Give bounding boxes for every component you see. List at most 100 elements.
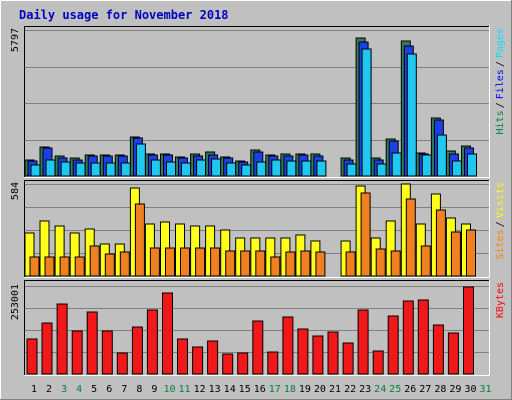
y-max-label: 5797 [10, 28, 21, 52]
bar-kbytes-day-12 [192, 346, 204, 375]
bar-sites-day-17 [270, 256, 281, 277]
day-label: 23 [359, 384, 371, 395]
bar-pages-day-6 [105, 162, 116, 177]
day-label: 25 [389, 384, 401, 395]
bar-pages-day-12 [196, 159, 207, 177]
day-label: 13 [209, 384, 221, 395]
day-label: 6 [106, 384, 112, 395]
bar-sites-day-28 [435, 209, 446, 277]
bar-sites-day-30 [466, 229, 476, 277]
bar-pages-day-13 [211, 158, 222, 177]
bar-pages-day-27 [421, 154, 432, 177]
bar-pages-day-3 [60, 161, 71, 177]
bar-pages-day-9 [150, 159, 161, 177]
legend-pages: Pages [495, 28, 506, 58]
bar-kbytes-day-16 [252, 320, 264, 375]
bar-kbytes-day-3 [56, 303, 68, 375]
bar-kbytes-day-8 [131, 326, 143, 375]
bar-sites-day-2 [44, 256, 55, 277]
bar-sites-day-15 [240, 250, 251, 277]
chart-panels: 5797 Pages / Files / Hits 584 Visits / Sites 25300… [10, 26, 506, 376]
bar-pages-day-2 [45, 159, 56, 177]
bar-kbytes-day-24 [372, 350, 384, 375]
bar-sites-day-22 [345, 251, 356, 277]
bar-pages-day-29 [451, 160, 462, 177]
bar-kbytes-day-25 [387, 315, 399, 375]
bar-kbytes-day-20 [312, 335, 324, 375]
bar-sites-day-4 [74, 256, 85, 277]
bar-sites-day-11 [180, 247, 190, 277]
bar-kbytes-day-19 [297, 328, 309, 375]
panel-2: 584 Visits / Sites [10, 180, 506, 278]
bar-pages-day-11 [181, 162, 191, 177]
bar-sites-day-26 [405, 198, 416, 277]
bar-kbytes-day-14 [222, 353, 234, 375]
bar-sites-day-10 [165, 247, 175, 277]
legend-separator: / [495, 102, 506, 108]
legend-separator: / [495, 221, 506, 227]
legend-kbytes: KBytes [495, 282, 506, 318]
day-label: 9 [151, 384, 157, 395]
day-label: 26 [404, 384, 416, 395]
bar-sites-day-5 [89, 245, 100, 277]
legend-files: Files [495, 69, 506, 99]
day-label: 31 [479, 384, 491, 395]
bar-sites-day-13 [210, 247, 221, 277]
bar-kbytes-day-27 [417, 299, 429, 375]
day-label: 18 [284, 384, 296, 395]
bar-kbytes-day-29 [447, 332, 459, 375]
day-label: 21 [329, 384, 341, 395]
legend-sites: Sites [495, 229, 506, 259]
bar-kbytes-day-18 [282, 316, 294, 375]
panel-3: 253001 KBytes [10, 280, 506, 376]
day-label: 1 [31, 384, 37, 395]
bar-kbytes-day-6 [101, 330, 113, 375]
bar-kbytes-day-17 [267, 351, 279, 375]
day-label: 7 [121, 384, 127, 395]
bar-kbytes-day-23 [357, 309, 369, 375]
bar-sites-day-14 [225, 250, 236, 277]
bar-pages-day-14 [226, 162, 237, 177]
legend-separator: / [495, 61, 506, 67]
bar-sites-day-12 [195, 247, 206, 277]
day-axis-labels: 1 2 3 4 5 6 7 8 9 10 11 12 13 14 15 16 17 18 19 20 21 22 23 24 2… [31, 384, 492, 395]
day-label: 27 [419, 384, 431, 395]
bar-sites-day-7 [119, 251, 130, 277]
bar-pages-day-28 [436, 134, 447, 177]
bar-sites-day-18 [285, 251, 296, 277]
day-label: 14 [224, 384, 236, 395]
day-label: 4 [76, 384, 82, 395]
bar-kbytes-day-11 [177, 338, 188, 375]
bar-kbytes-day-30 [463, 286, 474, 375]
bar-pages-day-25 [391, 152, 402, 177]
day-label: 11 [178, 384, 190, 395]
panel-1: 5797 Pages / Files / Hits [10, 26, 506, 178]
bar-sites-day-20 [315, 251, 326, 277]
bar-pages-day-15 [241, 164, 252, 177]
bar-pages-day-24 [376, 163, 387, 177]
bar-sites-day-29 [450, 231, 461, 277]
day-label: 17 [269, 384, 281, 395]
bar-pages-day-23 [361, 48, 372, 177]
day-label: 29 [449, 384, 461, 395]
bar-kbytes-day-9 [146, 309, 158, 375]
day-label: 20 [314, 384, 326, 395]
day-label: 19 [299, 384, 311, 395]
y-max-label: 584 [10, 182, 21, 200]
bar-pages-day-16 [256, 161, 267, 177]
day-label: 5 [91, 384, 97, 395]
day-label: 16 [254, 384, 266, 395]
chart-title: Daily usage for November 2018 [19, 8, 229, 22]
bar-kbytes-day-2 [41, 322, 53, 375]
bar-pages-day-26 [406, 53, 417, 177]
bar-sites-day-25 [390, 250, 401, 277]
bar-kbytes-day-10 [162, 292, 173, 375]
bar-sites-day-24 [375, 248, 386, 277]
day-label: 2 [46, 384, 52, 395]
bar-kbytes-day-26 [402, 300, 414, 375]
bar-pages-day-20 [316, 160, 327, 177]
day-label: 8 [136, 384, 142, 395]
bar-sites-day-16 [255, 250, 266, 277]
bar-pages-day-19 [301, 160, 312, 177]
